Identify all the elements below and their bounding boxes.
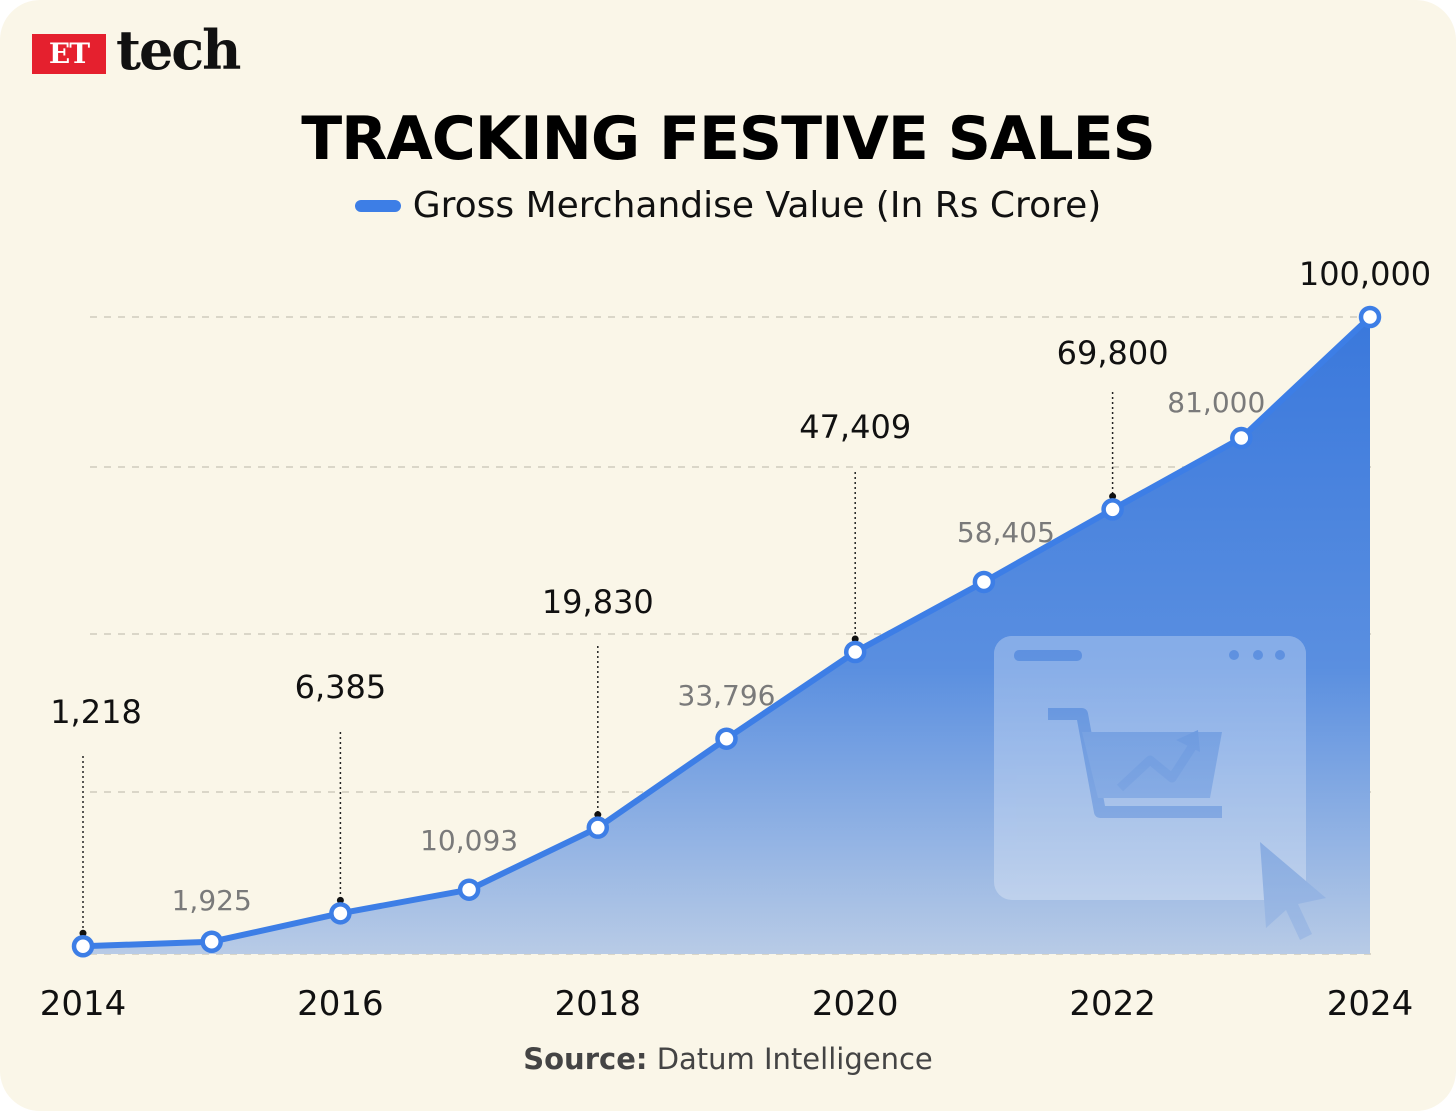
data-point xyxy=(329,902,352,925)
x-tick-label: 2016 xyxy=(297,984,384,1024)
x-tick-label: 2020 xyxy=(812,984,899,1024)
leader-dot xyxy=(336,896,344,904)
legend-label: Gross Merchandise Value (In Rs Crore) xyxy=(412,185,1102,226)
data-label: 33,796 xyxy=(678,679,776,712)
source-note: Source: Datum Intelligence xyxy=(0,1042,1456,1076)
data-label: 1,218 xyxy=(50,693,142,731)
leader-dot xyxy=(594,811,602,819)
legend-swatch xyxy=(354,199,401,212)
data-label: 47,409 xyxy=(799,408,911,446)
x-tick-label: 2018 xyxy=(555,984,642,1024)
data-label: 100,000 xyxy=(1299,255,1431,293)
leader-dot xyxy=(79,929,87,937)
data-points xyxy=(71,305,1382,958)
shopping-cart-browser-icon xyxy=(994,636,1326,940)
data-point xyxy=(586,816,610,839)
chart-legend: Gross Merchandise Value (In Rs Crore) xyxy=(0,185,1456,226)
data-label: 81,000 xyxy=(1167,386,1265,419)
leader-dot xyxy=(851,635,859,643)
data-label: 19,830 xyxy=(542,583,654,621)
data-labels: 1,218 1,925 6,385 10,093 19,830 33,796 47,409 5… xyxy=(50,255,1431,917)
data-point xyxy=(1101,498,1124,521)
data-label: 6,385 xyxy=(295,668,387,706)
chart-title: TRACKING FESTIVE SALES xyxy=(301,104,1156,174)
data-point xyxy=(843,640,867,664)
x-tick-label: 2022 xyxy=(1069,984,1156,1024)
leader-dot xyxy=(1109,492,1117,500)
x-tick-label: 2024 xyxy=(1327,984,1414,1024)
data-label: 10,093 xyxy=(420,824,518,857)
data-point xyxy=(1358,305,1382,329)
x-axis-ticks: 2014 2016 2018 2020 2022 2024 xyxy=(40,984,1414,1024)
leader-lines xyxy=(79,392,1117,937)
brand-badge: ET xyxy=(32,34,106,74)
data-label: 69,800 xyxy=(1057,334,1169,372)
brand-word: tech xyxy=(116,18,241,82)
x-tick-label: 2014 xyxy=(40,984,127,1024)
data-point xyxy=(200,930,223,953)
area-fill xyxy=(83,317,1370,954)
source-value: Datum Intelligence xyxy=(656,1042,933,1076)
source-key: Source: xyxy=(523,1042,648,1076)
data-label: 1,925 xyxy=(172,884,252,917)
data-label: 58,405 xyxy=(957,516,1055,549)
data-point xyxy=(71,934,95,958)
data-point xyxy=(457,878,481,901)
data-point xyxy=(1230,426,1253,450)
data-point xyxy=(972,570,996,594)
data-point xyxy=(715,727,738,750)
